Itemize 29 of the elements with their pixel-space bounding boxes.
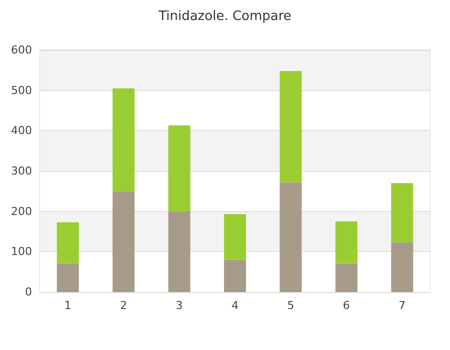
bar — [335, 264, 358, 292]
chart-title: Tinidazole. Compare — [158, 9, 292, 24]
x-tick-label: 5 — [287, 299, 294, 312]
bar — [280, 70, 302, 182]
bar — [56, 264, 79, 292]
bar — [391, 183, 414, 242]
x-tick-label: 6 — [342, 299, 350, 312]
y-tick-label: 300 — [11, 164, 32, 178]
y-tick-label: 0 — [25, 286, 32, 298]
x-tick-label: 1 — [64, 299, 72, 312]
y-tick-label: 500 — [11, 84, 32, 97]
y-tick-label: 200 — [11, 204, 32, 218]
bar — [280, 182, 302, 292]
bar — [112, 88, 135, 192]
y-tick-label: 100 — [11, 245, 32, 258]
bar — [224, 260, 246, 292]
y-tick-label: 600 — [11, 44, 32, 56]
x-tick-label: 2 — [120, 299, 128, 312]
bar — [112, 191, 135, 292]
x-tick-label: 3 — [176, 299, 183, 312]
bar — [391, 242, 414, 292]
bar — [335, 221, 358, 264]
bar — [224, 214, 246, 260]
y-tick-label: 400 — [11, 124, 32, 138]
x-tick-label: 7 — [398, 299, 406, 312]
bar — [56, 222, 79, 264]
bar — [168, 211, 190, 292]
x-tick-label: 4 — [232, 299, 238, 312]
bar — [168, 125, 190, 212]
